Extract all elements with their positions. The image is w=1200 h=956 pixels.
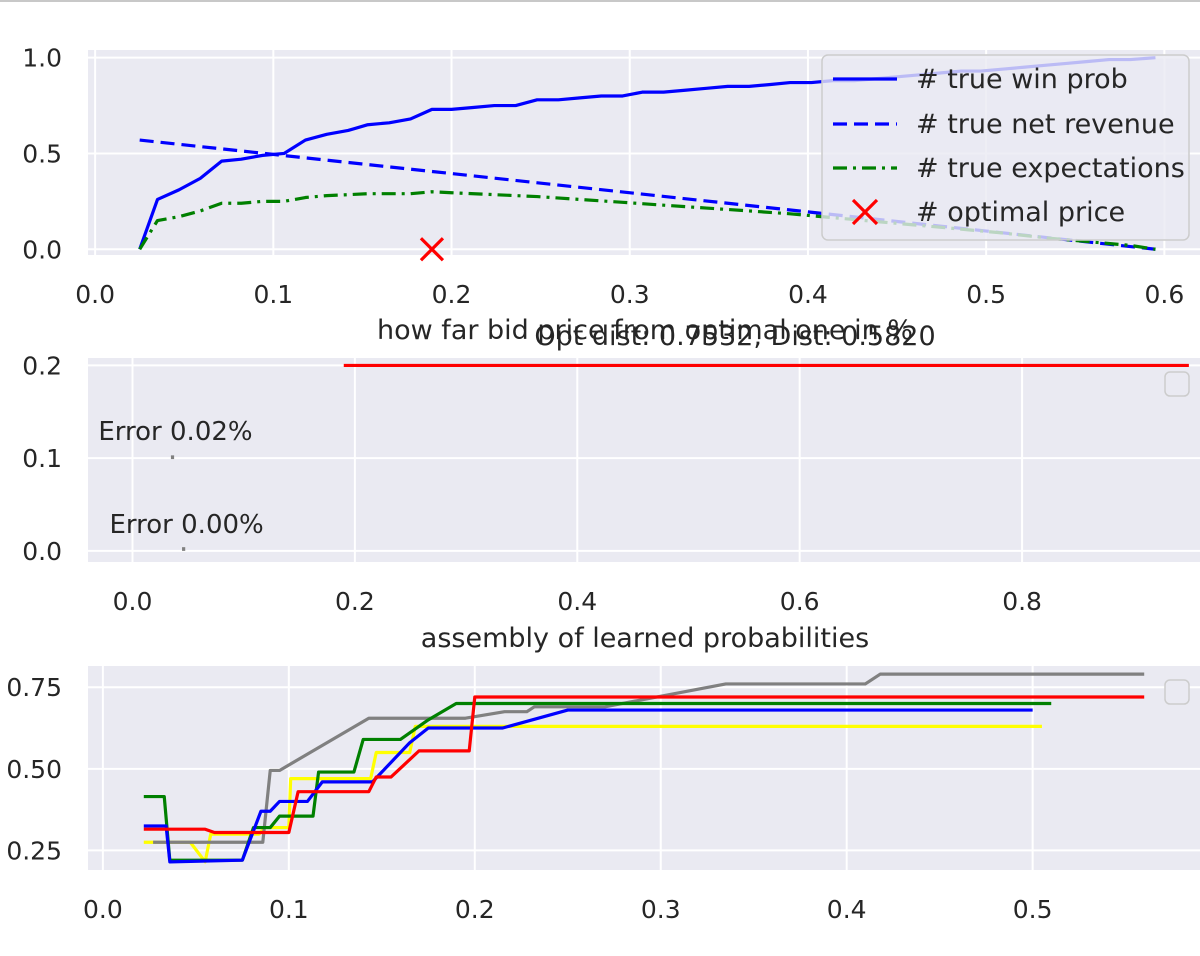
x-tick-label: 0.2	[335, 587, 375, 616]
series-line-3	[138, 190, 1156, 251]
plot-area	[88, 358, 1200, 562]
y-tick-label: 0.75	[6, 673, 62, 702]
x-tick-label: 0.0	[113, 587, 153, 616]
x-tick-label: 0.4	[557, 587, 597, 616]
error-annotation: Error 0.02%	[98, 417, 252, 447]
grid-lines	[88, 666, 1200, 870]
x-tick-label: 0.4	[788, 280, 828, 309]
y-tick-label: 0.5	[22, 139, 62, 168]
x-tick-label: 0.0	[75, 280, 115, 309]
tick-labels: 0.0 0.2 0.4 0.6 0.8 0.0 0.1 0.2	[22, 351, 1042, 616]
y-tick-label: 0.0	[22, 537, 62, 566]
error-annotation: Error 0.00%	[110, 510, 264, 540]
series-lines	[143, 672, 1145, 864]
x-tick-label: 0.0	[83, 895, 123, 924]
x-tick-label: 0.3	[641, 895, 681, 924]
x-tick-label: 0.1	[269, 895, 309, 924]
y-tick-label: 0.2	[22, 351, 62, 380]
chart-title: assembly of learned probabilities	[421, 623, 869, 654]
legend-label: # optimal price	[916, 197, 1125, 228]
y-tick-label: 1.0	[22, 44, 62, 73]
markers	[419, 237, 445, 262]
y-tick-label: 0.0	[22, 235, 62, 264]
series-lines	[170, 363, 1189, 551]
x-tick-label: 0.6	[1144, 280, 1184, 309]
tick-labels: 0.0 0.1 0.2 0.3 0.4 0.5 0.6 0.0 0.5 1.0	[22, 44, 1184, 309]
legend-label: # true win prob	[916, 64, 1128, 95]
optimal-price-marker	[419, 237, 445, 262]
series-line-1	[143, 724, 1042, 864]
legend-box	[821, 54, 1190, 241]
y-tick-label: 0.25	[6, 836, 62, 865]
empty-legend	[1164, 371, 1190, 397]
x-tick-label: 0.5	[966, 280, 1006, 309]
top-border	[0, 0, 1200, 2]
x-tick-label: 0.8	[1002, 587, 1042, 616]
x-tick-label: 0.3	[610, 280, 650, 309]
chart-title: how far bid price from optimal one in %	[377, 315, 913, 346]
x-tick-label: 0.4	[827, 895, 867, 924]
annotations: Error 0.02% Error 0.00%	[98, 417, 263, 540]
legend-label: # true expectations	[916, 153, 1185, 184]
x-tick-label: 0.2	[432, 280, 472, 309]
legend-label: # true net revenue	[916, 109, 1175, 140]
empty-legend	[1164, 679, 1190, 705]
series-line-2	[153, 672, 1145, 844]
panel-learned-probabilities: 0.0 0.1 0.2 0.3 0.4 0.5 0.25 0.50 0.75 assembly …	[6, 623, 1200, 924]
panel-bid-distance: Error 0.02%Error 0.00% 0.0 0.2 0.4 0.6 0.80.…	[22, 315, 1200, 616]
x-tick-label: 0.5	[1013, 895, 1053, 924]
x-tick-label: 0.1	[253, 280, 293, 309]
tick-labels: 0.0 0.1 0.2 0.3 0.4 0.5 0.25 0.50 0.75	[6, 673, 1052, 924]
y-tick-label: 0.1	[22, 444, 62, 473]
x-tick-label: 0.6	[780, 587, 820, 616]
x-tick-label: 0.2	[455, 895, 495, 924]
legend: # true win prob # true net revenue # true …	[821, 54, 1190, 241]
series-line-5	[143, 695, 1145, 835]
y-tick-label: 0.50	[6, 755, 62, 784]
legend-swatch	[851, 198, 879, 226]
chart-subtitle: Opt dist: 0.7532, Dist: 0.5820	[534, 321, 935, 352]
panel-win-probability: 0.0 0.1 0.2 0.3 0.4 0.5 0.6 0.0 0.5 1.0 # true wi…	[22, 44, 1200, 309]
